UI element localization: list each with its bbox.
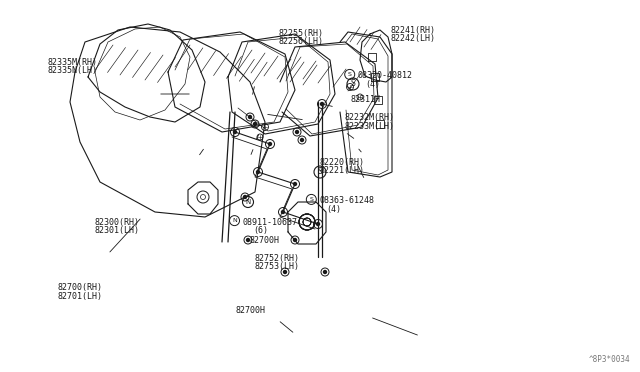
Text: 08911-10637: 08911-10637 (243, 218, 298, 227)
Text: 82700H: 82700H (250, 236, 280, 245)
Text: ^8P3*0034: ^8P3*0034 (588, 355, 630, 364)
Circle shape (301, 138, 303, 141)
Text: (4): (4) (365, 80, 380, 89)
Circle shape (257, 170, 259, 173)
Text: 82233M(LH): 82233M(LH) (344, 122, 394, 131)
Text: 82700(RH): 82700(RH) (58, 283, 102, 292)
Text: 82301(LH): 82301(LH) (95, 226, 140, 235)
Text: S: S (351, 80, 355, 89)
Circle shape (317, 222, 319, 225)
Text: (6): (6) (253, 226, 268, 235)
Text: 82256(LH): 82256(LH) (278, 37, 323, 46)
Text: 82700H: 82700H (236, 306, 266, 315)
Text: 82701(LH): 82701(LH) (58, 292, 102, 301)
Circle shape (294, 238, 296, 241)
Circle shape (234, 131, 237, 134)
Circle shape (294, 183, 296, 186)
Text: 82335M(RH): 82335M(RH) (48, 58, 98, 67)
Text: 82753(LH): 82753(LH) (255, 262, 300, 271)
Text: S: S (317, 167, 323, 176)
Text: 82232M(RH): 82232M(RH) (344, 113, 394, 122)
Text: 82220(RH): 82220(RH) (320, 158, 365, 167)
Circle shape (323, 270, 326, 273)
Text: S: S (348, 72, 351, 77)
Circle shape (248, 115, 252, 119)
Text: 82255(RH): 82255(RH) (278, 29, 323, 38)
Circle shape (246, 238, 250, 241)
Circle shape (284, 270, 287, 273)
Text: 82242(LH): 82242(LH) (390, 34, 435, 43)
Text: 82221(LH): 82221(LH) (320, 166, 365, 175)
Circle shape (253, 122, 257, 125)
Text: 82241(RH): 82241(RH) (390, 26, 435, 35)
Circle shape (243, 196, 246, 199)
Text: 08320-40812: 08320-40812 (358, 71, 413, 80)
Text: 82752(RH): 82752(RH) (255, 254, 300, 263)
Circle shape (269, 142, 271, 145)
Text: S: S (309, 197, 313, 202)
Text: 08363-61248: 08363-61248 (319, 196, 374, 205)
Text: N: N (245, 199, 251, 205)
Circle shape (296, 131, 298, 134)
Circle shape (282, 211, 285, 214)
Text: 82300(RH): 82300(RH) (95, 218, 140, 227)
Text: (4): (4) (326, 205, 341, 214)
Text: 82335N(LH): 82335N(LH) (48, 66, 98, 75)
Circle shape (321, 103, 323, 106)
Text: N: N (232, 218, 237, 223)
Text: 82311H: 82311H (351, 95, 381, 104)
